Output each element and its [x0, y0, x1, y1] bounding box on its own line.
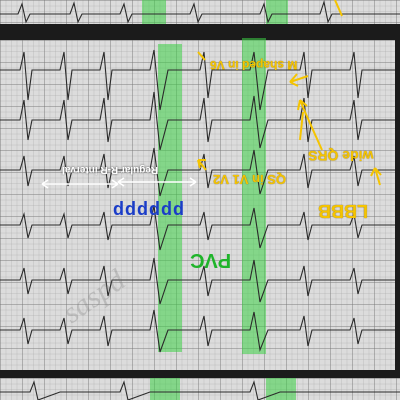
- ecg-lead-trace: [0, 380, 400, 400]
- arrow-icon: [197, 0, 382, 186]
- ecg-strip-main: [0, 40, 395, 370]
- annotation-p-waves: pppppp: [112, 201, 184, 221]
- ecg-lead-trace: [0, 147, 395, 197]
- ecg-lead-trace: [0, 49, 395, 111]
- annotation-pvc: PVC: [190, 249, 232, 271]
- annotation-qs-v1v2: QS in V1 V2: [213, 172, 286, 187]
- double-arrow-icon: [41, 177, 197, 189]
- ecg-lead-trace: [0, 91, 395, 151]
- ecg-lead-trace: [0, 309, 395, 353]
- highlight-band-left-top: [142, 0, 166, 24]
- ecg-lead-trace: [0, 0, 400, 24]
- highlight-band-right: [242, 38, 266, 354]
- annotation-regular-rr: Regular R-R interval: [62, 164, 159, 175]
- annotation-wide-qrs: wide QRS: [308, 148, 374, 164]
- ecg-lead-trace: [0, 205, 395, 251]
- annotation-m-shaped: M shaped in V6: [210, 58, 298, 72]
- highlight-band-right-top: [266, 0, 288, 24]
- ecg-strip-top: [0, 0, 400, 24]
- highlight-band-left: [158, 44, 182, 352]
- annotation-lbbb: LBBB: [318, 201, 368, 221]
- highlight-band-left-bottom: [150, 378, 180, 400]
- ecg-lead-trace: [0, 257, 395, 305]
- ecg-strip-bottom: [0, 378, 400, 400]
